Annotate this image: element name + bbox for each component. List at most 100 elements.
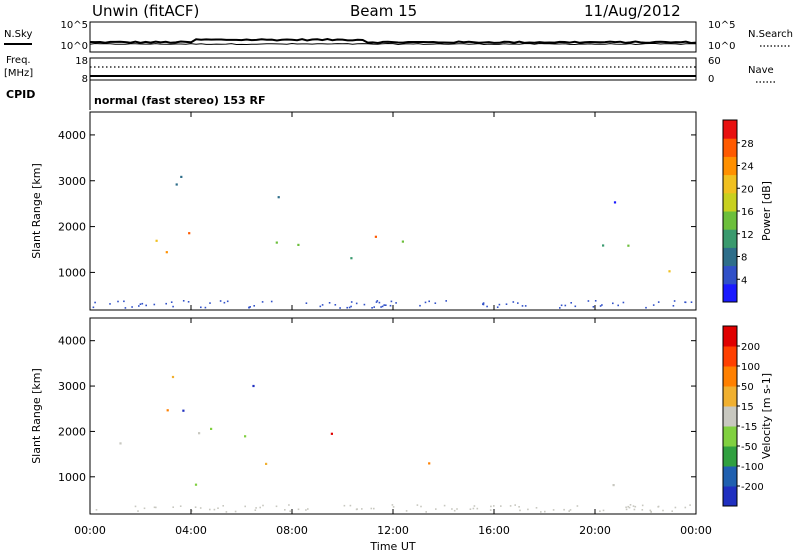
range-cell: [521, 305, 524, 307]
range-cell: [517, 302, 519, 304]
range-cell: [217, 507, 219, 509]
range-cell: [671, 510, 673, 512]
freq-right-tick-bottom: 0: [708, 74, 714, 85]
colorbar-segment: [723, 156, 737, 176]
range-cell: [389, 304, 392, 307]
range-cell: [226, 300, 229, 303]
range-cell: [563, 508, 565, 511]
range-cell: [428, 462, 431, 465]
range-cell: [625, 506, 627, 509]
range-cell: [476, 507, 479, 510]
colorbar-segment: [723, 446, 737, 467]
range-cell: [350, 301, 353, 303]
range-cell: [187, 301, 190, 303]
range-cell: [576, 505, 579, 507]
range-cell: [138, 305, 140, 307]
colorbar-tick-label: 200: [741, 342, 760, 353]
range-cell: [172, 305, 174, 308]
range-cell: [641, 509, 644, 511]
colorbar-tick-label: 4: [741, 275, 747, 286]
range-cell: [420, 505, 422, 508]
range-cell: [172, 506, 174, 508]
range-cell: [641, 504, 644, 507]
range-cell: [472, 507, 475, 510]
noise-panel-frame: [89, 21, 697, 53]
range-cell: [657, 301, 660, 303]
range-cell: [200, 306, 202, 309]
velocity-y-ticks: 1000 2000 3000 4000: [58, 335, 696, 484]
colorbar-tick-label: 28: [741, 139, 754, 150]
velocity-panel-bg: [90, 318, 696, 514]
range-cell: [527, 508, 529, 511]
range-cell: [92, 306, 95, 309]
range-cell: [261, 301, 264, 303]
range-cell: [612, 302, 614, 305]
range-cell: [500, 505, 502, 507]
range-cell: [622, 301, 625, 304]
range-cell: [175, 183, 178, 186]
range-cell: [514, 504, 516, 506]
range-cell: [613, 201, 617, 204]
colorbar-tick-label: 100: [741, 362, 760, 373]
range-cell: [234, 510, 237, 513]
range-cell: [390, 300, 393, 303]
range-cell: [552, 509, 555, 511]
velocity-y-label: Slant Range [km]: [30, 368, 43, 464]
velocity-colorbar-label: Velocity [m s-1]: [760, 373, 773, 459]
range-cell: [629, 504, 632, 506]
freq-right-label: Nave: [748, 65, 774, 76]
range-cell: [385, 304, 387, 306]
velocity-colorbar: 200 100 50 15 -15 -50 -100 -200: [722, 325, 764, 507]
range-cell: [602, 509, 605, 512]
range-cell: [649, 509, 652, 512]
range-cell: [361, 508, 363, 510]
range-cell: [453, 509, 456, 512]
range-cell: [244, 505, 246, 508]
range-cell: [445, 300, 447, 302]
range-cell: [166, 409, 169, 412]
freq-left-label-1: Freq.: [6, 55, 31, 66]
colorbar-segment: [723, 211, 737, 230]
range-cell: [210, 427, 213, 430]
range-cell: [568, 510, 570, 512]
range-cell: [253, 305, 255, 307]
range-cell: [343, 504, 346, 507]
colorbar-segment: [723, 120, 737, 139]
range-cell: [684, 506, 687, 509]
range-cell: [625, 508, 628, 511]
range-cell: [305, 509, 307, 511]
range-cell: [435, 508, 437, 510]
range-cell: [392, 506, 395, 508]
range-cell: [188, 232, 191, 235]
range-cell: [165, 251, 168, 254]
colorbar-segment: [723, 386, 737, 407]
range-cell: [378, 301, 381, 304]
range-cell: [350, 257, 353, 260]
range-cell: [416, 504, 419, 506]
range-cell: [254, 509, 257, 511]
colorbar-segment: [723, 174, 737, 194]
range-cell: [145, 304, 147, 307]
colorbar-tick-label: 15: [741, 402, 754, 413]
range-cell: [424, 301, 427, 304]
range-cell: [524, 305, 527, 307]
range-cell: [259, 506, 261, 509]
power-y-label: Slant Range [km]: [30, 163, 43, 259]
range-cell: [473, 505, 476, 507]
range-cell: [180, 175, 183, 178]
range-cell: [419, 304, 421, 307]
power-colorbar-label: Power [dB]: [760, 181, 773, 241]
range-cell: [634, 505, 637, 508]
range-cell: [198, 432, 201, 435]
range-cell: [434, 302, 437, 304]
range-cell: [219, 300, 222, 302]
range-cell: [199, 507, 202, 509]
colorbar-segment: [723, 229, 737, 248]
noise-right-tick-top: 10^5: [708, 20, 735, 31]
colorbar-frame: [722, 325, 738, 507]
range-cell: [601, 304, 603, 306]
colorbar-segment: [723, 406, 737, 427]
range-cell: [252, 384, 255, 388]
range-cell: [275, 505, 278, 508]
